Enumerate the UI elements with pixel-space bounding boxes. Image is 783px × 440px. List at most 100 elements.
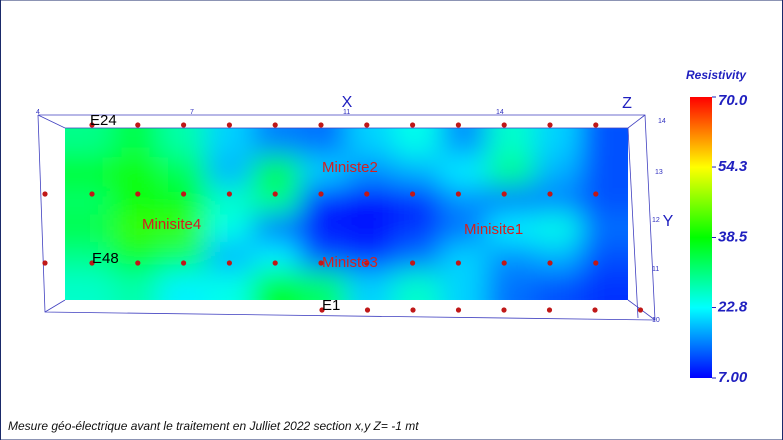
colorbar-tick-label: 22.8	[717, 298, 748, 315]
y-tick-label: 14	[658, 118, 666, 125]
cell	[487, 242, 536, 273]
cell	[299, 185, 348, 215]
site-label: Ministe2	[322, 159, 378, 176]
cell	[440, 214, 489, 244]
cell	[581, 128, 628, 158]
electrode	[135, 191, 141, 197]
y-tick-label: 11	[652, 266, 659, 273]
cell	[393, 214, 442, 244]
cell	[65, 271, 113, 300]
cell	[65, 128, 113, 158]
electrode	[593, 191, 599, 197]
electrode	[547, 260, 553, 266]
cell	[440, 128, 489, 158]
electrode	[547, 191, 553, 197]
z-axis-label: Z	[622, 95, 632, 112]
electrode	[637, 307, 644, 313]
electrode	[593, 122, 599, 128]
cell	[534, 185, 583, 215]
cell	[205, 128, 254, 158]
cell	[205, 185, 254, 215]
electrode	[364, 260, 370, 266]
electrode	[89, 260, 95, 266]
electrode	[42, 191, 48, 197]
cell	[534, 128, 583, 158]
cell	[581, 271, 628, 300]
colorbar	[690, 97, 712, 378]
electrode-label: E24	[90, 112, 117, 129]
cell	[111, 128, 160, 158]
cell	[581, 242, 628, 273]
cell	[65, 214, 113, 244]
electrode	[501, 122, 507, 128]
cell	[205, 271, 254, 300]
electrode	[89, 191, 95, 197]
cell	[534, 214, 583, 244]
cell	[346, 156, 395, 187]
cell	[111, 271, 160, 300]
cell	[252, 271, 301, 300]
cell	[346, 242, 395, 273]
cell	[205, 156, 254, 187]
cell	[111, 214, 160, 244]
electrode	[501, 191, 507, 197]
cell	[581, 214, 628, 244]
electrode	[318, 122, 324, 128]
electrode	[455, 260, 461, 266]
cell	[346, 214, 395, 244]
y-tick-label: 12	[652, 217, 660, 224]
electrode	[135, 122, 141, 128]
electrode	[226, 122, 232, 128]
site-label: Minisite4	[142, 216, 201, 233]
cell	[393, 156, 442, 187]
electrode-label: E1	[322, 297, 340, 314]
electrode	[42, 260, 48, 266]
x-tick-label: 14	[496, 109, 504, 116]
electrode	[501, 307, 507, 313]
cell	[487, 128, 536, 158]
electrode	[181, 122, 187, 128]
electrode	[181, 191, 187, 197]
electrode	[364, 191, 370, 197]
electrode	[135, 260, 141, 266]
electrode	[547, 122, 553, 128]
cell	[205, 242, 254, 273]
colorbar-tick-label: 54.3	[718, 158, 748, 175]
cell	[111, 242, 160, 273]
cell	[252, 128, 301, 158]
cell	[252, 214, 301, 244]
cell	[393, 128, 442, 158]
cell	[534, 242, 583, 273]
cell	[299, 214, 348, 244]
electrode	[501, 260, 507, 266]
electrode	[318, 191, 324, 197]
cell	[440, 271, 489, 300]
cell	[111, 185, 160, 215]
cell	[346, 271, 395, 300]
electrode	[364, 122, 370, 128]
cell	[111, 156, 160, 187]
cell	[346, 185, 395, 215]
electrode	[455, 122, 461, 128]
electrode	[410, 122, 416, 128]
electrode	[410, 191, 416, 197]
cell	[205, 214, 254, 244]
x-tick-label: 4	[36, 109, 40, 116]
x-axis-label: X	[342, 94, 353, 111]
cell	[346, 128, 395, 158]
electrode	[410, 260, 416, 266]
resistivity-field	[65, 128, 628, 300]
electrode	[318, 260, 324, 266]
electrode	[592, 307, 598, 313]
colorbar-title: Resistivity	[686, 68, 747, 82]
y-tick-label: 13	[655, 169, 663, 176]
electrode	[272, 122, 278, 128]
cell	[158, 271, 207, 300]
cell	[393, 242, 442, 273]
cell	[393, 271, 442, 300]
electrode	[272, 191, 278, 197]
colorbar-tick-label: 38.5	[718, 228, 748, 245]
cell	[440, 185, 489, 215]
electrode	[181, 260, 187, 266]
